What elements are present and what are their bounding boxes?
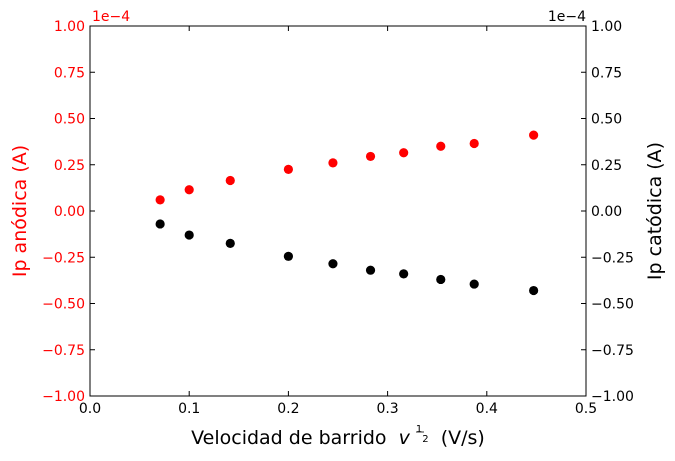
x-tick-label: 0.0 xyxy=(79,401,101,417)
y-tick-label-left: −1.00 xyxy=(42,389,85,405)
anodic-point xyxy=(184,185,194,195)
x-axis-label-var: v xyxy=(399,427,411,449)
cathodic-point xyxy=(469,279,479,289)
anodic-point xyxy=(225,175,235,186)
anodic-point xyxy=(469,138,479,149)
y-tick-label-right: 0.00 xyxy=(591,204,622,220)
y-tick-label-left: 0.50 xyxy=(54,112,85,128)
cathodic-point xyxy=(283,251,293,261)
anodic-point xyxy=(529,130,539,140)
x-axis-label-units: (V/s) xyxy=(441,427,485,449)
anodic-point xyxy=(436,141,446,151)
cathodic-point xyxy=(529,285,539,296)
y-tick-label-left: −0.50 xyxy=(42,297,85,313)
plot-area xyxy=(89,25,587,397)
x-axis-label-exp-den: 2 xyxy=(422,434,428,445)
y-tick-label-right: 0.25 xyxy=(591,158,622,174)
x-tick-label: 0.5 xyxy=(575,401,597,417)
cathodic-point xyxy=(436,274,446,285)
points-layer xyxy=(155,130,539,296)
y-tick-label-left: −0.25 xyxy=(42,250,85,266)
ticks-layer: 0.0 0.1 0.2 0.3 0.4 0.5−1.00 −1.00−0.75 −0.75−0… xyxy=(42,19,634,417)
cathodic-point xyxy=(155,219,165,229)
y-tick-label-left: 0.00 xyxy=(54,204,85,220)
y-tick-label-right: 0.50 xyxy=(591,112,622,128)
anodic-point xyxy=(155,195,165,205)
anodic-point xyxy=(399,148,409,158)
cathodic-point xyxy=(184,230,194,240)
y-axis-label-left: Ip anódica (A) xyxy=(9,145,31,277)
y-tick-label-right: 1.00 xyxy=(591,19,622,35)
x-axis-label-exp-num: 1 xyxy=(416,424,422,435)
y-tick-label-right: −0.50 xyxy=(591,297,634,313)
anodic-point xyxy=(283,164,293,174)
x-axis-label: Velocidad de barrido v 1 2 (V/s) xyxy=(191,415,485,449)
anodic-point xyxy=(328,158,338,168)
y-axis-label-right: Ip catódica (A) xyxy=(644,142,666,280)
left-axis-multiplier: 1e−4 xyxy=(92,9,130,25)
right-axis-multiplier: 1e−4 xyxy=(548,9,586,25)
y-tick-label-left: 1.00 xyxy=(54,19,85,35)
y-tick-label-left: 0.75 xyxy=(54,65,85,81)
cathodic-point xyxy=(365,265,376,275)
y-tick-label-right: −1.00 xyxy=(591,389,634,405)
x-axis-label-text: Velocidad de barrido xyxy=(191,427,386,449)
y-tick-label-left: 0.25 xyxy=(54,158,85,174)
x-tick-label: 0.4 xyxy=(476,401,498,417)
y-tick-label-right: −0.75 xyxy=(591,343,634,359)
x-tick-label: 0.1 xyxy=(178,401,200,417)
y-tick-label-right: 0.75 xyxy=(591,65,622,81)
y-tick-label-right: −0.25 xyxy=(591,250,634,266)
y-tick-label-left: −0.75 xyxy=(42,343,85,359)
cathodic-point xyxy=(225,238,235,248)
x-tick-label: 0.2 xyxy=(277,401,299,417)
cathodic-point xyxy=(399,269,409,279)
anodic-point xyxy=(365,151,376,162)
cathodic-point xyxy=(328,259,338,269)
x-tick-label: 0.3 xyxy=(376,401,398,417)
